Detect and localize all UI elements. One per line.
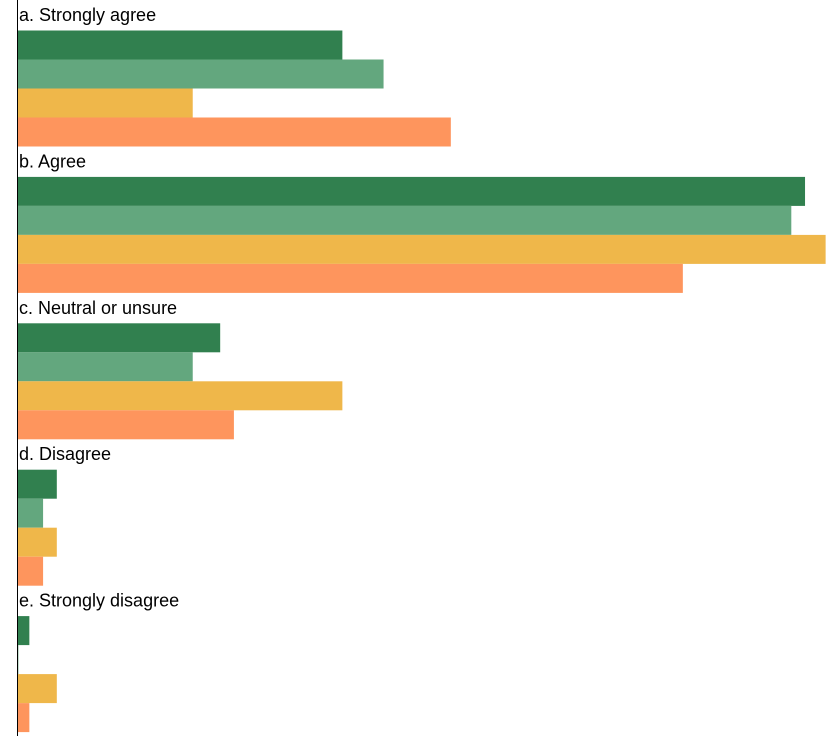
bar-a-strongly-agree-series-4 — [17, 117, 451, 147]
bar-a-strongly-agree-series-3 — [17, 88, 193, 118]
bar-d-disagree-series-4 — [17, 556, 44, 586]
bar-c-neutral-or-unsure-series-3 — [17, 381, 343, 411]
bar-d-disagree-series-2 — [17, 498, 44, 528]
bar-c-neutral-or-unsure-series-2 — [17, 352, 193, 382]
bar-c-neutral-or-unsure-series-1 — [17, 323, 221, 353]
bar-e-strongly-disagree-series-4 — [17, 703, 30, 733]
category-label-d-disagree: d. Disagree — [19, 444, 111, 464]
bars-layer — [17, 30, 826, 733]
category-label-b-agree: b. Agree — [19, 151, 86, 171]
bar-b-agree-series-1 — [17, 176, 806, 206]
bar-d-disagree-series-1 — [17, 469, 57, 499]
category-label-c-neutral-or-unsure: c. Neutral or unsure — [19, 298, 177, 318]
category-label-e-strongly-disagree: e. Strongly disagree — [19, 591, 179, 611]
bar-e-strongly-disagree-series-3 — [17, 674, 57, 704]
bar-a-strongly-agree-series-1 — [17, 30, 343, 60]
bar-b-agree-series-4 — [17, 263, 683, 293]
category-label-a-strongly-agree: a. Strongly agree — [19, 5, 156, 25]
bar-d-disagree-series-3 — [17, 527, 57, 557]
bar-e-strongly-disagree-series-1 — [17, 616, 30, 646]
bar-c-neutral-or-unsure-series-4 — [17, 410, 234, 440]
bar-b-agree-series-2 — [17, 205, 792, 235]
bar-a-strongly-agree-series-2 — [17, 59, 384, 89]
category-labels-layer: a. Strongly agree b. Agree c. Neutral or u… — [19, 5, 179, 611]
bar-b-agree-series-3 — [17, 234, 826, 264]
